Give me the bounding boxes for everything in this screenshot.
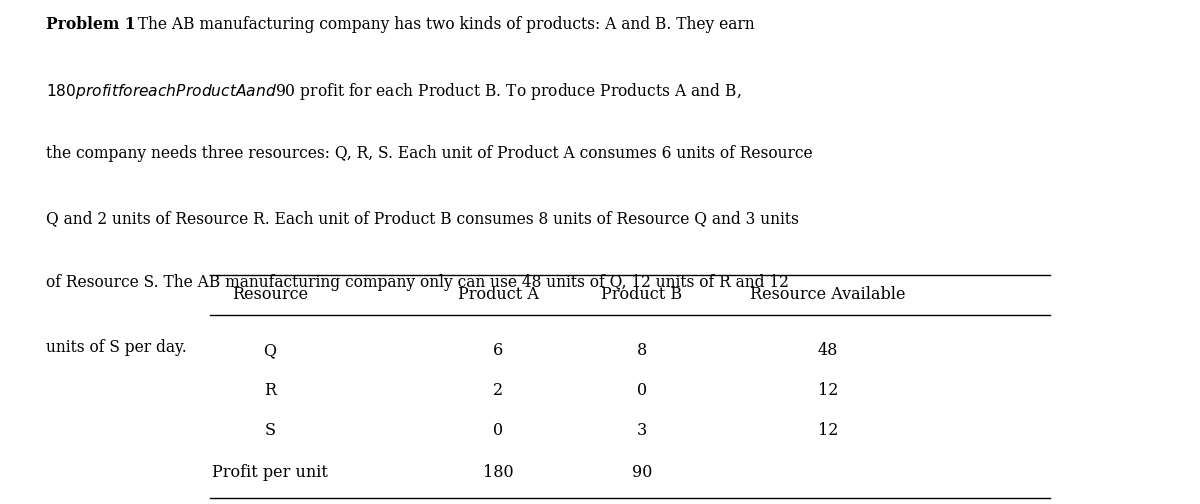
Text: Resource: Resource — [232, 286, 308, 303]
Text: 3: 3 — [637, 422, 647, 439]
Text: Q: Q — [264, 342, 276, 359]
Text: units of S per day.: units of S per day. — [46, 339, 186, 356]
Text: Problem 1: Problem 1 — [46, 16, 136, 33]
Text: 12: 12 — [818, 422, 838, 439]
Text: R: R — [264, 382, 276, 399]
Text: S: S — [264, 422, 276, 439]
Text: 0: 0 — [637, 382, 647, 399]
Text: Product B: Product B — [601, 286, 683, 303]
Text: 12: 12 — [818, 382, 838, 399]
Text: Profit per unit: Profit per unit — [212, 464, 328, 481]
Text: 180: 180 — [482, 464, 514, 481]
Text: 90: 90 — [632, 464, 652, 481]
Text: 2: 2 — [493, 382, 503, 399]
Text: of Resource S. The AB manufacturing company only can use 48 units of Q, 12 units: of Resource S. The AB manufacturing comp… — [46, 274, 788, 291]
Text: Resource Available: Resource Available — [750, 286, 906, 303]
Text: 48: 48 — [818, 342, 838, 359]
Text: The AB manufacturing company has two kinds of products: A and B. They earn: The AB manufacturing company has two kin… — [128, 16, 755, 33]
Text: Q and 2 units of Resource R. Each unit of Product B consumes 8 units of Resource: Q and 2 units of Resource R. Each unit o… — [46, 210, 798, 227]
Text: Product A: Product A — [457, 286, 539, 303]
Text: the company needs three resources: Q, R, S. Each unit of Product A consumes 6 un: the company needs three resources: Q, R,… — [46, 145, 812, 162]
Text: 8: 8 — [637, 342, 647, 359]
Text: $180 profit for each Product A and $90 profit for each Product B. To produce Pro: $180 profit for each Product A and $90 p… — [46, 81, 742, 102]
Text: 0: 0 — [493, 422, 503, 439]
Text: 6: 6 — [493, 342, 503, 359]
